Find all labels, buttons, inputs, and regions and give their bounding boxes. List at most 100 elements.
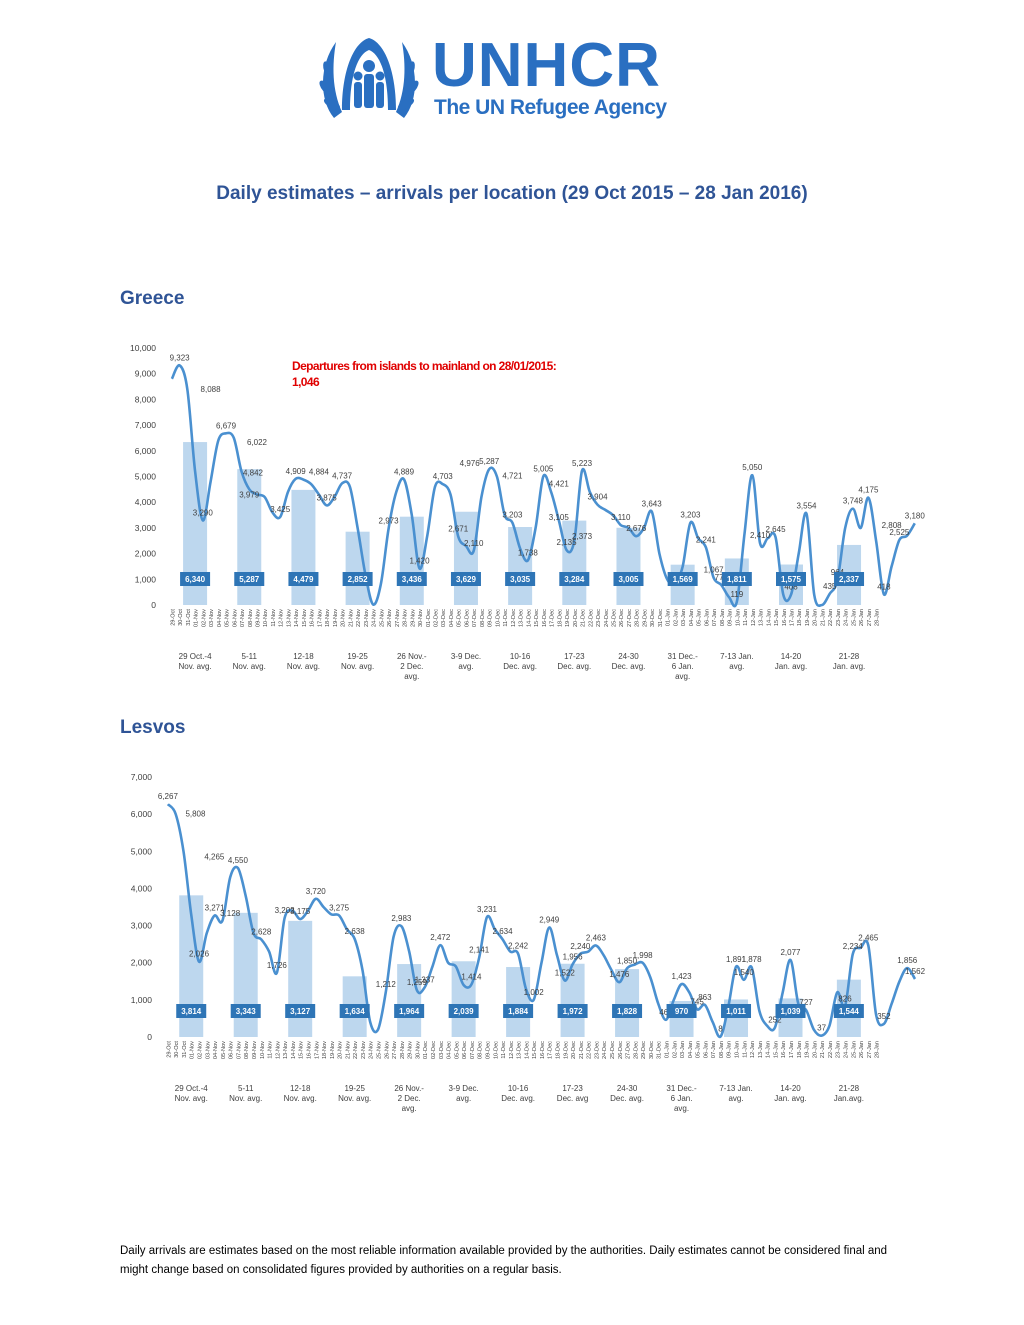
daily-value-label: 1,850 xyxy=(617,956,638,965)
date-tick-label: 10-Jan xyxy=(735,609,741,626)
week-label: Nov. avg. xyxy=(284,1094,317,1103)
date-tick-label: 29-Nov xyxy=(408,1041,414,1059)
daily-value-label: 1,002 xyxy=(524,988,545,997)
weekly-avg-box xyxy=(230,1004,261,1018)
daily-value-label: 2,373 xyxy=(572,532,593,541)
week-label: Jan. avg. xyxy=(775,662,807,671)
weekly-avg-value: 1,544 xyxy=(839,1007,860,1016)
daily-value-label: 2,077 xyxy=(780,948,801,957)
date-tick-label: 09-Nov xyxy=(252,1041,258,1059)
daily-value-label: 5,005 xyxy=(533,464,554,473)
date-tick-label: 13-Jan xyxy=(758,1041,764,1058)
weekly-avg-value: 1,011 xyxy=(726,1007,746,1016)
daily-value-label: 2,671 xyxy=(448,524,469,533)
date-tick-label: 29-Dec xyxy=(642,609,648,627)
date-tick-label: 05-Nov xyxy=(225,609,231,627)
date-tick-label: 24-Jan xyxy=(844,609,850,626)
y-tick-label: 2,000 xyxy=(131,958,153,968)
daily-value-label: 1,956 xyxy=(563,952,584,961)
date-tick-label: 25-Nov xyxy=(377,1041,383,1059)
daily-value-label: 3,275 xyxy=(329,903,350,912)
daily-value-label: 6,679 xyxy=(216,421,237,430)
daily-value-label: 3,231 xyxy=(477,905,498,914)
date-tick-label: 21-Dec xyxy=(579,1041,585,1059)
date-tick-label: 09-Nov xyxy=(256,609,262,627)
date-tick-label: 20-Jan xyxy=(813,609,819,626)
date-tick-label: 08-Jan xyxy=(719,1041,725,1058)
weekly-avg-box xyxy=(834,572,865,586)
week-label: 2 Dec. xyxy=(400,662,423,671)
weekly-avg-value: 2,852 xyxy=(348,575,369,584)
date-tick-label: 22-Jan xyxy=(828,1041,834,1058)
date-tick-label: 14-Dec xyxy=(524,1041,530,1059)
week-label: Dec. avg. xyxy=(503,662,537,671)
date-tick-label: 04-Nov xyxy=(217,609,223,627)
date-tick-label: 12-Jan xyxy=(751,609,757,626)
weekly-avg-value: 6,340 xyxy=(185,575,206,584)
date-tick-label: 17-Nov xyxy=(317,609,323,627)
daily-value-label: 435 xyxy=(823,582,837,591)
date-tick-label: 06-Dec xyxy=(464,609,470,627)
section-title-greece: Greece xyxy=(120,288,185,309)
date-tick-label: 14-Jan xyxy=(766,609,772,626)
daily-value-label: 3,290 xyxy=(193,508,214,517)
y-tick-label: 0 xyxy=(151,600,156,610)
date-tick-label: 25-Nov xyxy=(379,609,385,627)
date-tick-label: 20-Nov xyxy=(338,1041,344,1059)
daily-value-label: 1,726 xyxy=(267,961,288,970)
week-label: 12-18 xyxy=(290,1084,311,1093)
section-title-lesvos: Lesvos xyxy=(120,717,186,738)
weekly-avg-value: 3,814 xyxy=(181,1007,202,1016)
date-tick-label: 29-Nov xyxy=(410,609,416,627)
date-tick-label: 21-Dec xyxy=(581,609,587,627)
date-tick-label: 11-Nov xyxy=(271,609,277,627)
week-label: Nov. avg. xyxy=(233,662,266,671)
date-tick-label: 19-Dec xyxy=(563,1041,569,1059)
daily-value-label: 2,141 xyxy=(469,945,490,954)
date-tick-label: 24-Dec xyxy=(602,1041,608,1059)
date-tick-label: 25-Dec xyxy=(610,1041,616,1059)
daily-value-label: 2,026 xyxy=(189,950,210,959)
daily-value-label: 2,242 xyxy=(508,942,529,951)
date-tick-label: 17-Dec xyxy=(548,1041,554,1059)
daily-value-label: 5,223 xyxy=(572,459,593,468)
weekly-avg-bar xyxy=(288,920,313,1037)
date-tick-label: 03-Nov xyxy=(205,1041,211,1059)
week-label: avg. xyxy=(402,1104,417,1113)
date-tick-label: 16-Nov xyxy=(306,1041,312,1059)
date-tick-label: 31-Dec xyxy=(658,609,664,627)
daily-value-label: 4,703 xyxy=(433,472,454,481)
daily-value-label: 1,476 xyxy=(609,970,630,979)
date-tick-label: 30-Oct xyxy=(178,609,184,626)
daily-value-label: 826 xyxy=(838,994,852,1003)
weekly-avg-bar xyxy=(397,964,422,1037)
daily-value-label: 1,414 xyxy=(461,972,482,981)
weekly-avg-bar xyxy=(506,967,531,1037)
date-tick-label: 09-Jan xyxy=(727,1041,733,1058)
date-tick-label: 26-Nov xyxy=(384,1041,390,1059)
daily-value-label: 4,265 xyxy=(204,853,225,862)
week-label: Nov. avg. xyxy=(229,1094,262,1103)
date-tick-label: 23-Nov xyxy=(364,609,370,627)
weekly-avg-box xyxy=(667,572,698,586)
week-label: 31 Dec.- xyxy=(666,1084,697,1093)
date-tick-label: 02-Jan xyxy=(673,609,679,626)
date-tick-label: 01-Dec xyxy=(426,609,432,627)
date-tick-label: 31-Dec xyxy=(657,1041,663,1059)
weekly-avg-bar xyxy=(615,969,640,1037)
weekly-avg-value: 3,436 xyxy=(402,575,423,584)
week-label: Dec. avg. xyxy=(501,1094,535,1103)
footnote: Daily arrivals are estimates based on th… xyxy=(120,1245,888,1276)
daily-value-label: 1,878 xyxy=(742,955,763,964)
weekly-avg-box xyxy=(721,1004,752,1018)
y-tick-label: 6,000 xyxy=(135,446,157,456)
date-tick-label: 09-Jan xyxy=(728,609,734,626)
date-tick-label: 25-Jan xyxy=(851,1041,857,1058)
y-tick-label: 8,000 xyxy=(135,394,157,404)
y-tick-label: 4,000 xyxy=(131,883,153,893)
weekly-avg-box xyxy=(505,572,536,586)
daily-value-label: 2,240 xyxy=(570,942,591,951)
daily-value-label: 3,128 xyxy=(220,909,241,918)
y-tick-label: 5,000 xyxy=(131,846,153,856)
week-label: avg. xyxy=(674,1104,689,1113)
